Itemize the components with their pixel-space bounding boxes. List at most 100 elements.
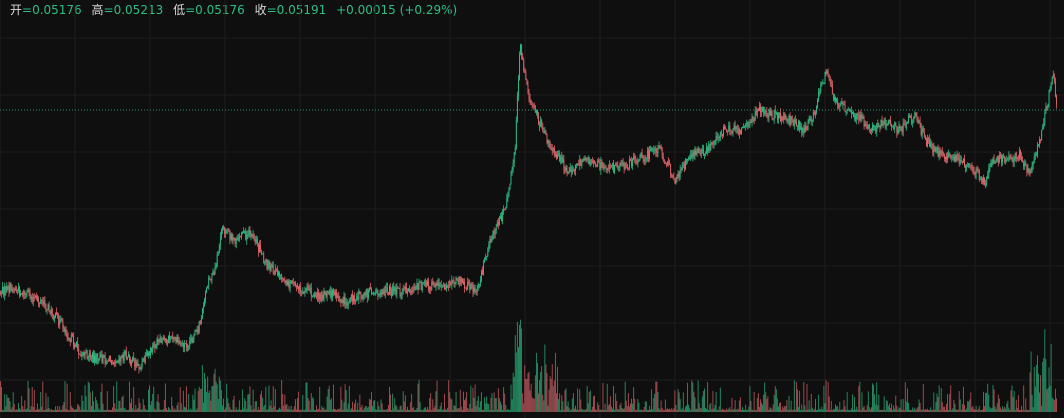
volume-bar: [280, 409, 282, 412]
volume-bar: [132, 408, 134, 412]
candle-body: [775, 112, 777, 114]
candle-body: [877, 123, 879, 127]
candle-body: [996, 155, 998, 162]
candle-body: [230, 234, 232, 240]
candle-body: [336, 292, 338, 299]
volume-bar: [62, 405, 64, 412]
candle-body: [894, 122, 896, 129]
volume-bar: [215, 381, 217, 412]
volume-bar: [16, 409, 18, 412]
volume-bar: [31, 387, 33, 412]
candle-body: [1013, 161, 1015, 163]
candle-body: [699, 153, 701, 155]
volume-bar: [207, 376, 209, 412]
candle-body: [318, 292, 320, 300]
volume-bar: [886, 401, 888, 412]
candle-body: [181, 342, 183, 344]
candle-body: [333, 290, 334, 294]
candle-body: [279, 272, 280, 276]
volume-bar: [671, 408, 673, 412]
volume-bar: [405, 409, 407, 412]
volume-bar: [20, 409, 22, 412]
candle-body: [757, 109, 759, 112]
volume-bar: [493, 392, 495, 412]
volume-bar: [616, 401, 618, 412]
volume-bar: [12, 392, 14, 412]
volume-bar: [1009, 410, 1011, 412]
candle-body: [97, 353, 99, 362]
candle-body: [347, 303, 349, 306]
volume-bar: [483, 410, 484, 412]
candle-body: [37, 296, 38, 301]
candle-body: [293, 282, 295, 284]
volume-bar: [500, 401, 501, 412]
volume-bar: [373, 400, 375, 412]
candle-body: [109, 356, 111, 361]
volume-bar: [929, 410, 931, 412]
candle-body: [132, 356, 134, 363]
volume-bar: [456, 408, 458, 412]
candle-body: [520, 45, 521, 55]
volume-bar: [140, 409, 142, 412]
volume-bar: [302, 394, 304, 412]
candle-body: [447, 285, 449, 287]
candle-body: [364, 293, 366, 295]
candle-body: [837, 99, 839, 105]
candle-body: [704, 154, 705, 156]
candle-body: [195, 331, 197, 332]
volume-bar: [399, 406, 401, 412]
candle-body: [822, 83, 824, 85]
volume-bar: [137, 408, 139, 412]
volume-bar: [935, 401, 937, 412]
volume-bar: [482, 409, 483, 412]
candle-body: [778, 114, 779, 120]
volume-bar: [988, 394, 990, 412]
volume-bar: [308, 400, 310, 412]
volume-bar: [832, 408, 834, 412]
volume-bar: [82, 401, 84, 412]
candle-body: [47, 304, 49, 310]
volume-bar: [303, 410, 305, 412]
volume-bar: [813, 408, 815, 412]
candle-body: [453, 281, 455, 283]
candle-body: [264, 261, 266, 264]
volume-bar: [246, 408, 248, 412]
volume-bar: [640, 409, 642, 412]
candle-body: [212, 271, 214, 274]
candle-body: [945, 157, 946, 159]
volume-bar: [957, 410, 959, 412]
candle-body: [642, 155, 644, 159]
volume-bar: [447, 407, 449, 412]
volume-bar: [182, 390, 184, 412]
volume-bar: [716, 409, 718, 412]
volume-bar: [69, 392, 71, 412]
volume-bar: [776, 398, 778, 412]
volume-bar: [27, 380, 29, 412]
candle-body: [254, 238, 256, 243]
volume-bar: [961, 404, 963, 412]
volume-bar: [528, 371, 530, 412]
candle-body: [647, 150, 649, 159]
volume-bar: [414, 410, 416, 412]
candle-body: [738, 129, 740, 135]
volume-bar: [402, 391, 404, 412]
candle-body: [310, 287, 312, 297]
volume-bar: [10, 409, 12, 412]
volume-bar: [976, 410, 978, 412]
candle-body: [213, 271, 215, 275]
volume-bar: [120, 408, 122, 412]
volume-bar: [782, 406, 784, 412]
candle-body: [549, 143, 551, 148]
candle-body: [378, 294, 380, 296]
candle-body: [6, 286, 8, 293]
volume-bar: [134, 409, 136, 412]
volume-bar: [77, 404, 79, 412]
candle-body: [530, 100, 532, 103]
volume-bar: [475, 406, 477, 412]
volume-bar: [1014, 409, 1016, 412]
candle-body: [584, 158, 586, 161]
volume-bar: [637, 399, 639, 412]
volume-bar: [987, 383, 989, 412]
candle-body: [303, 291, 305, 293]
